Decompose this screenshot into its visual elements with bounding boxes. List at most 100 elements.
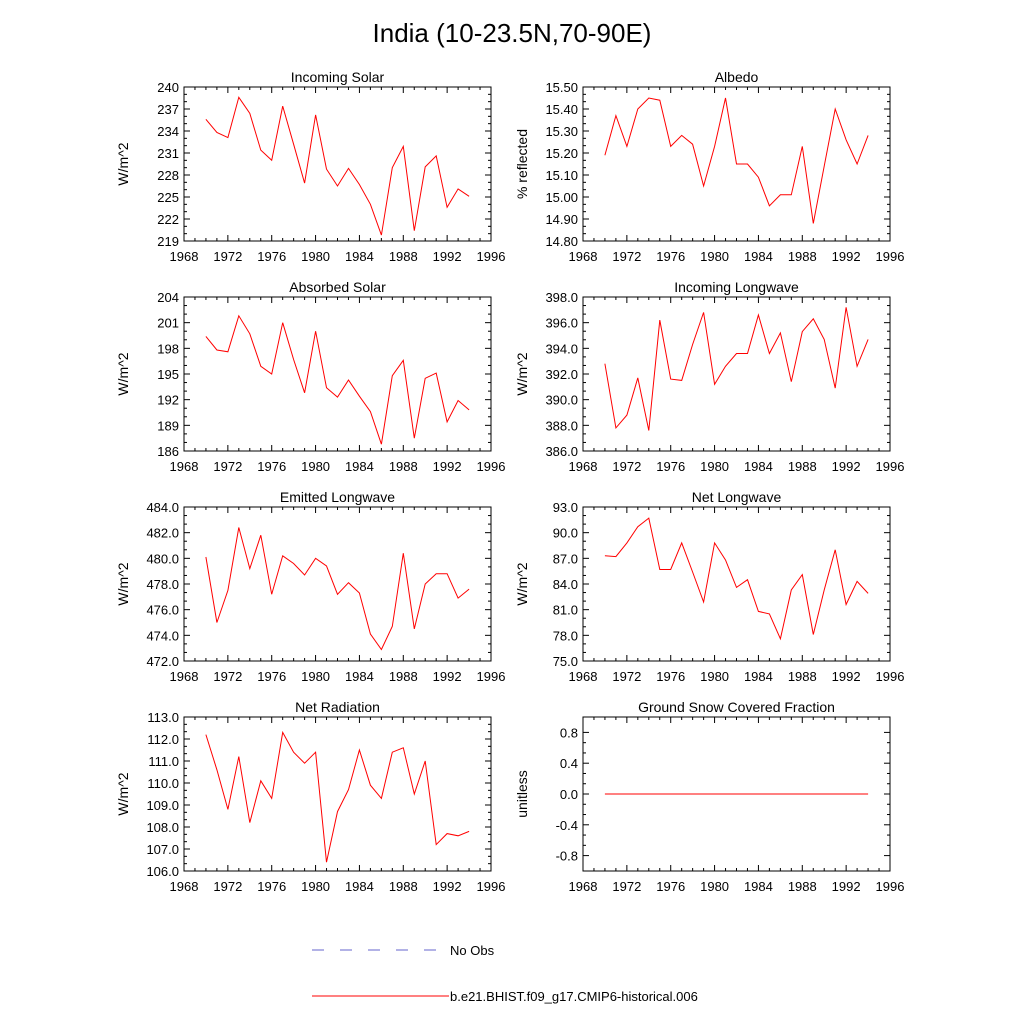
y-tick-label: 225 bbox=[157, 190, 179, 205]
panel-title: Incoming Solar bbox=[291, 69, 385, 85]
y-tick-label: 14.90 bbox=[545, 212, 578, 227]
y-axis-label: W/m^2 bbox=[514, 352, 530, 395]
x-tick-label: 1984 bbox=[345, 669, 374, 684]
panel-incoming-longwave: Incoming Longwave W/m^2 1968 1972 1976 1980 19… bbox=[514, 279, 904, 474]
x-tick-label: 1980 bbox=[700, 249, 729, 264]
x-tick-label: 1980 bbox=[700, 879, 729, 894]
y-tick-label: 228 bbox=[157, 168, 179, 183]
x-tick-label: 1972 bbox=[612, 669, 641, 684]
figure-title: India (10-23.5N,70-90E) bbox=[373, 18, 652, 48]
x-tick-label: 1976 bbox=[257, 879, 286, 894]
y-tick-label: 476.0 bbox=[146, 603, 179, 618]
x-tick-label: 1992 bbox=[433, 249, 462, 264]
x-tick-label: 1988 bbox=[788, 879, 817, 894]
x-tick-label: 1996 bbox=[477, 669, 506, 684]
y-tick-label: 186 bbox=[157, 444, 179, 459]
y-tick-label: 15.20 bbox=[545, 146, 578, 161]
x-tick-label: 1972 bbox=[213, 879, 242, 894]
y-tick-label: 84.0 bbox=[553, 577, 578, 592]
y-tick-label: 15.30 bbox=[545, 124, 578, 139]
y-tick-label: 0.4 bbox=[560, 756, 578, 771]
x-tick-label: 1968 bbox=[170, 459, 199, 474]
y-tick-label: 195 bbox=[157, 367, 179, 382]
x-tick-label: 1968 bbox=[170, 249, 199, 264]
y-tick-label: 478.0 bbox=[146, 577, 179, 592]
x-tick-label: 1996 bbox=[876, 669, 905, 684]
x-tick-label: 1976 bbox=[656, 669, 685, 684]
y-tick-label: 113.0 bbox=[147, 710, 179, 725]
x-tick-label: 1996 bbox=[876, 459, 905, 474]
series-line-net-radiation bbox=[205, 730, 470, 863]
x-tick-label: 1996 bbox=[477, 249, 506, 264]
x-tick-label: 1992 bbox=[832, 249, 861, 264]
x-tick-label: 1984 bbox=[744, 879, 773, 894]
x-tick-label: 1984 bbox=[744, 669, 773, 684]
panel-incoming-solar: Incoming Solar W/m^2 1968 1972 1976 1980 1984 1… bbox=[115, 69, 505, 264]
x-tick-label: 1988 bbox=[389, 249, 418, 264]
x-tick-label: 1968 bbox=[170, 879, 199, 894]
series-line-net-longwave bbox=[604, 517, 869, 641]
y-tick-label: 109.0 bbox=[146, 798, 179, 813]
y-tick-label: 390.0 bbox=[545, 393, 578, 408]
x-tick-label: 1980 bbox=[301, 879, 330, 894]
panels: Incoming Solar W/m^2 1968 1972 1976 1980 1984 1… bbox=[115, 69, 904, 894]
y-tick-label: 93.0 bbox=[553, 500, 578, 515]
legend-item-model: b.e21.BHIST.f09_g17.CMIP6-historical.006 bbox=[312, 989, 698, 1004]
x-tick-label: 1972 bbox=[612, 249, 641, 264]
y-axis-label: % reflected bbox=[514, 129, 530, 199]
x-tick-label: 1968 bbox=[170, 669, 199, 684]
x-tick-label: 1972 bbox=[612, 459, 641, 474]
y-axis-label: unitless bbox=[514, 770, 530, 817]
x-tick-label: 1988 bbox=[389, 669, 418, 684]
y-axis-label: W/m^2 bbox=[514, 562, 530, 605]
y-axis-label: W/m^2 bbox=[115, 562, 131, 605]
x-tick-label: 1976 bbox=[257, 249, 286, 264]
x-tick-label: 1988 bbox=[389, 459, 418, 474]
legend-label: b.e21.BHIST.f09_g17.CMIP6-historical.006 bbox=[450, 989, 698, 1004]
panel-title: Net Radiation bbox=[295, 699, 380, 715]
y-tick-label: 112.0 bbox=[147, 732, 179, 747]
series-line-absorbed-solar bbox=[205, 314, 470, 445]
x-tick-label: 1992 bbox=[832, 459, 861, 474]
y-tick-label: 474.0 bbox=[146, 628, 179, 643]
y-tick-label: 189 bbox=[157, 418, 179, 433]
x-tick-label: 1992 bbox=[433, 669, 462, 684]
x-tick-label: 1984 bbox=[744, 459, 773, 474]
x-tick-label: 1992 bbox=[832, 879, 861, 894]
y-tick-label: 386.0 bbox=[545, 444, 578, 459]
y-tick-label: 234 bbox=[157, 124, 179, 139]
x-tick-label: 1968 bbox=[569, 879, 598, 894]
x-tick-label: 1992 bbox=[433, 459, 462, 474]
y-tick-label: 240 bbox=[157, 80, 179, 95]
y-tick-label: 480.0 bbox=[146, 551, 179, 566]
x-tick-label: 1968 bbox=[569, 249, 598, 264]
legend-label: No Obs bbox=[450, 943, 495, 958]
y-tick-label: 0.0 bbox=[560, 787, 578, 802]
plot-frame bbox=[183, 296, 492, 452]
x-tick-label: 1968 bbox=[569, 669, 598, 684]
y-tick-label: 237 bbox=[157, 102, 179, 117]
y-tick-label: -0.8 bbox=[556, 849, 578, 864]
panel-albedo: Albedo % reflected 1968 1972 1976 1980 1984 198… bbox=[514, 69, 904, 264]
panel-title: Net Longwave bbox=[692, 489, 782, 505]
x-tick-label: 1988 bbox=[788, 669, 817, 684]
panel-title: Incoming Longwave bbox=[674, 279, 799, 295]
x-tick-label: 1976 bbox=[656, 459, 685, 474]
y-tick-label: 201 bbox=[157, 316, 179, 331]
panel-title: Ground Snow Covered Fraction bbox=[638, 699, 835, 715]
panel-emitted-longwave: Emitted Longwave W/m^2 1968 1972 1976 1980 198… bbox=[115, 489, 505, 684]
legend-item-no-obs: No Obs bbox=[312, 943, 495, 958]
x-tick-label: 1984 bbox=[744, 249, 773, 264]
x-tick-label: 1980 bbox=[301, 669, 330, 684]
y-tick-label: 0.8 bbox=[560, 725, 578, 740]
x-tick-label: 1992 bbox=[832, 669, 861, 684]
y-tick-label: 111.0 bbox=[148, 754, 179, 769]
x-tick-label: 1988 bbox=[389, 879, 418, 894]
plot-frame bbox=[183, 716, 492, 872]
x-tick-label: 1996 bbox=[876, 249, 905, 264]
y-tick-label: 81.0 bbox=[553, 603, 578, 618]
x-tick-label: 1988 bbox=[788, 249, 817, 264]
y-axis-label: W/m^2 bbox=[115, 142, 131, 185]
x-tick-label: 1976 bbox=[257, 669, 286, 684]
x-tick-label: 1968 bbox=[569, 459, 598, 474]
